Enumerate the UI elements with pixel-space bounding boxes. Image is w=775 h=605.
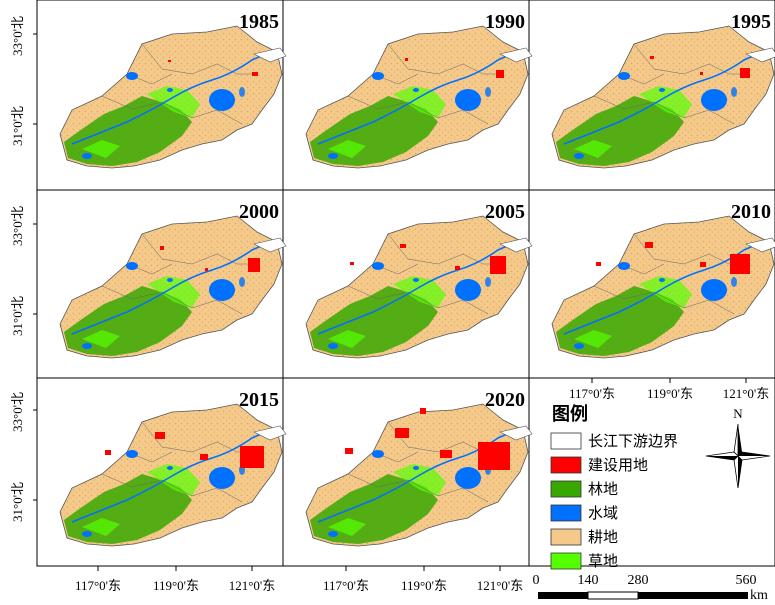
legend-swatch-3 bbox=[550, 504, 582, 522]
legend-label-cropland: 耕地 bbox=[588, 528, 618, 546]
map-panel-2015 bbox=[59, 403, 287, 547]
year-label-2015: 2015 bbox=[239, 389, 279, 411]
scale-tick-140: 140 bbox=[578, 573, 599, 588]
lat-label-33-row2: 33°0'北 bbox=[10, 206, 25, 246]
north-arrow-icon: N bbox=[705, 406, 771, 489]
map-panel-1990 bbox=[305, 25, 533, 169]
lat-label-31-row3: 31°0'北 bbox=[10, 482, 25, 522]
legend-label-forest: 林地 bbox=[588, 481, 618, 498]
year-label-2020: 2020 bbox=[485, 389, 525, 411]
lon-label-121-col1: 121°0'东 bbox=[229, 578, 276, 593]
year-label-2005: 2005 bbox=[485, 201, 525, 223]
scale-tick-280: 280 bbox=[628, 573, 649, 588]
year-label-1990: 1990 bbox=[485, 11, 525, 33]
map-panel-1985 bbox=[59, 25, 287, 169]
panel-frames bbox=[36, 0, 775, 567]
lon-label-117-col2: 117°0'东 bbox=[323, 578, 369, 593]
lat-label-31-row1: 31°0'北 bbox=[10, 106, 25, 146]
scale-tick-0: 0 bbox=[533, 573, 540, 588]
map-panel-2010 bbox=[551, 215, 775, 359]
map-panel-2020 bbox=[305, 403, 533, 547]
legend-label-boundary: 长江下游边界 bbox=[588, 433, 678, 450]
legend-label-built-up: 建设用地 bbox=[588, 457, 648, 474]
legend: 图例 长江下游边界 建设用地 林地 水域 耕地 草地 bbox=[550, 403, 678, 570]
lon-label-121-col2: 121°0'东 bbox=[477, 578, 524, 593]
lon-label-119-col3: 119°0'东 bbox=[647, 386, 693, 401]
lon-label-117-col3: 117°0'东 bbox=[569, 386, 615, 401]
year-label-1985: 1985 bbox=[239, 11, 279, 33]
map-panel-1995 bbox=[551, 25, 775, 169]
lat-label-31-row2: 31°0'北 bbox=[10, 296, 25, 336]
north-label: N bbox=[733, 406, 743, 421]
legend-swatch-2 bbox=[550, 480, 582, 498]
lat-label-33-row3: 33°0'北 bbox=[10, 392, 25, 432]
scale-unit: km bbox=[750, 588, 768, 603]
legend-label-grassland: 草地 bbox=[588, 553, 618, 570]
lon-label-119-col2: 119°0'东 bbox=[401, 578, 447, 593]
year-label-2000: 2000 bbox=[239, 201, 279, 223]
lon-label-119-col1: 119°0'东 bbox=[153, 578, 199, 593]
legend-title: 图例 bbox=[552, 403, 588, 424]
scale-tick-560: 560 bbox=[736, 573, 757, 588]
map-panel-2005 bbox=[305, 215, 533, 359]
legend-swatch-5 bbox=[550, 552, 582, 570]
year-label-2010: 2010 bbox=[731, 201, 771, 223]
legend-label-water: 水域 bbox=[588, 505, 618, 522]
lat-label-33-row1: 33°0'北 bbox=[10, 16, 25, 56]
legend-swatch-4 bbox=[550, 528, 582, 546]
map-panel-2000 bbox=[59, 215, 287, 359]
legend-swatch-1 bbox=[550, 456, 582, 474]
lon-label-117-col1: 117°0'东 bbox=[75, 578, 121, 593]
lon-label-121-col3: 121°0'东 bbox=[723, 386, 770, 401]
legend-swatch-0 bbox=[550, 432, 582, 450]
year-label-1995: 1995 bbox=[731, 11, 771, 33]
scale-bar: 0 140 280 560 km bbox=[533, 573, 769, 603]
